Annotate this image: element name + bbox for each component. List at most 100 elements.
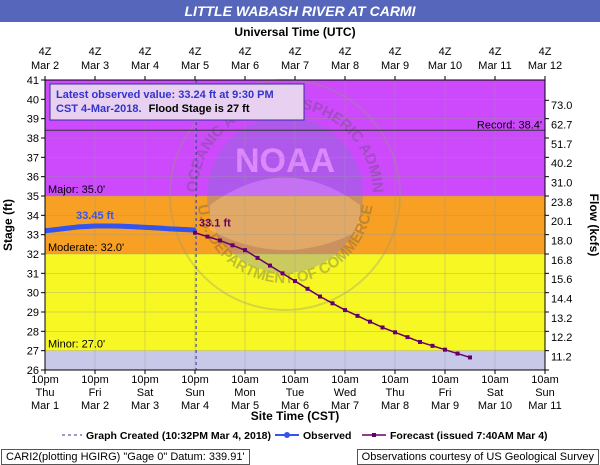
legend-forecast-marker	[372, 433, 376, 437]
y-tick-label: 38	[27, 133, 39, 145]
y-tick-label: 33	[27, 230, 39, 242]
forecast-point	[368, 319, 372, 324]
bottom-tick-date: Mar 9	[431, 400, 459, 412]
y-tick-label: 29	[27, 307, 39, 319]
top-tick-hour: 4Z	[189, 46, 202, 58]
bottom-tick-day: Sun	[185, 387, 205, 399]
latest-box-line-1: Latest observed value: 33.24 ft at 9:30 …	[56, 89, 274, 101]
footer-credit: Observations courtesy of US Geological S…	[356, 449, 599, 465]
observed-point	[59, 226, 65, 232]
y-axis-flow: 73.0 62.7 51.7 40.2 31.0 23.8 20.1 18.0 16.8 15.6…	[545, 99, 572, 371]
y-tick-label: 32	[27, 249, 39, 261]
bottom-tick-time: 10am	[331, 374, 359, 386]
top-tick-hour: 4Z	[139, 46, 152, 58]
y-tick-label: 40	[27, 94, 39, 106]
bottom-tick-day: Tue	[286, 387, 305, 399]
bottom-tick-date: Mar 5	[231, 400, 259, 412]
bottom-tick-date: Mar 2	[81, 400, 109, 412]
observed-point	[92, 223, 98, 229]
flow-tick-label: 14.4	[551, 293, 572, 305]
legend: Graph Created (10:32PM Mar 4, 2018) Obse…	[62, 430, 548, 442]
observed-point	[184, 227, 190, 233]
observed-point	[159, 225, 165, 231]
bottom-tick-day: Thu	[386, 387, 405, 399]
top-tick-date: Mar 10	[428, 60, 462, 72]
top-tick-date: Mar 9	[381, 60, 409, 72]
bottom-tick-date: Mar 11	[528, 400, 561, 412]
flow-tick-label: 40.2	[551, 158, 572, 170]
top-tick-date: Mar 2	[31, 60, 59, 72]
legend-item-observed: Observed	[275, 430, 351, 442]
bottom-tick-date: Mar 1	[31, 400, 59, 412]
forecast-point	[355, 313, 360, 318]
observed-point	[67, 225, 73, 231]
flow-tick-label: 62.7	[551, 119, 572, 131]
forecast-point	[430, 343, 435, 348]
top-tick-hour: 4Z	[339, 46, 352, 58]
flow-tick-label: 51.7	[551, 139, 572, 151]
forecast-point	[193, 230, 197, 235]
bottom-tick-date: Mar 7	[331, 400, 359, 412]
bottom-tick-time: 10am	[231, 374, 259, 386]
bottom-tick-date: Mar 10	[478, 400, 512, 412]
forecast-point	[405, 335, 410, 340]
bottom-tick-day: Fri	[439, 387, 452, 399]
bottom-tick-time: 10am	[431, 374, 459, 386]
bottom-tick-day: Sat	[487, 387, 504, 399]
category-label-minor: Minor: 27.0'	[48, 339, 105, 351]
observed-point	[117, 223, 123, 229]
flow-tick-label: 15.6	[551, 274, 572, 286]
flood-category-labels: Minor: 27.0' Moderate: 32.0' Major: 35.0'	[48, 184, 124, 351]
bottom-tick-time: 10pm	[81, 374, 109, 386]
flow-tick-label: 23.8	[551, 197, 572, 209]
bottom-tick-day: Sun	[535, 387, 555, 399]
top-tick-date: Mar 5	[181, 60, 209, 72]
bottom-tick-time: 10pm	[181, 374, 209, 386]
observed-point	[100, 223, 106, 229]
bottom-tick-time: 10pm	[131, 374, 159, 386]
record-label: Record: 38.4'	[477, 119, 542, 131]
legend-observed-marker	[284, 432, 290, 438]
top-tick-hour: 4Z	[39, 46, 52, 58]
y-tick-label: 37	[27, 152, 39, 164]
latest-box-frame	[49, 83, 305, 121]
flow-tick-label: 13.2	[551, 313, 572, 325]
latest-box-flood-stage: Flood Stage is 27 ft	[149, 103, 250, 115]
top-axis-title: Universal Time (UTC)	[234, 25, 355, 39]
y-tick-label: 26	[27, 365, 39, 377]
top-tick-date: Mar 8	[331, 60, 359, 72]
bottom-tick-time: 10am	[481, 374, 509, 386]
flow-tick-label: 11.2	[551, 351, 572, 363]
bottom-tick-day: Fri	[89, 387, 102, 399]
watermark-wave	[210, 177, 360, 250]
y-tick-label: 30	[27, 288, 39, 300]
latest-box-line-2: CST 4-Mar-2018. Flood Stage is 27 ft	[56, 103, 250, 115]
legend-item-forecast: Forecast (issued 7:40AM Mar 4)	[362, 430, 548, 442]
flow-tick-label: 18.0	[551, 235, 572, 247]
category-label-moderate: Moderate: 32.0'	[48, 242, 124, 254]
forecast-point	[218, 238, 222, 243]
forecast-point	[230, 243, 235, 248]
forecast-point	[455, 351, 460, 356]
observed-point	[134, 224, 140, 230]
latest-observed-box: Latest observed value: 33.24 ft at 9:30 …	[49, 83, 305, 121]
bottom-tick-date: Mar 4	[181, 400, 209, 412]
forecast-point	[468, 355, 472, 360]
bottom-tick-time: 10pm	[31, 374, 59, 386]
bottom-tick-time: 10am	[381, 374, 409, 386]
observed-point	[50, 227, 56, 233]
forecast-peak-label: 33.1 ft	[199, 218, 231, 230]
top-tick-hour: 4Z	[289, 46, 302, 58]
legend-item-created: Graph Created (10:32PM Mar 4, 2018)	[62, 430, 271, 442]
top-tick-hour: 4Z	[89, 46, 102, 58]
observed-peak-label: 33.45 ft	[76, 210, 114, 222]
y2-axis-title: Flow (kcfs)	[587, 194, 600, 257]
top-tick-date: Mar 4	[131, 60, 159, 72]
observed-point	[125, 224, 131, 230]
flow-tick-label: 73.0	[551, 100, 572, 112]
flow-tick-label: 12.2	[551, 332, 572, 344]
top-tick-hour: 4Z	[239, 46, 252, 58]
forecast-point	[243, 248, 247, 253]
